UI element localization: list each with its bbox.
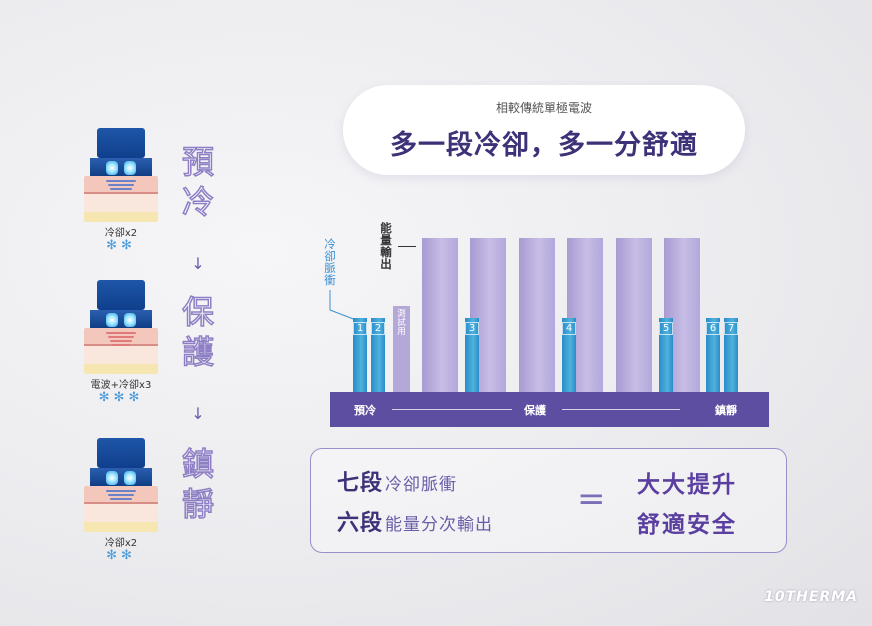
rf-device-tip <box>90 468 152 488</box>
header-pill: 相較傳統單極電波 多一段冷卻，多一分舒適 <box>343 85 745 175</box>
cooling-pulse-number: 4 <box>562 322 576 335</box>
step-label: 冷卻x2 <box>104 538 138 549</box>
phase-timeline-bar: 預冷 保護 鎮靜 <box>330 392 769 427</box>
snowflake-icon: ✻✻ <box>106 548 136 563</box>
timeline-rule <box>562 409 680 410</box>
cooling-pulse-bar: 6 <box>706 318 720 392</box>
step-label: 冷卻x2 <box>104 228 138 239</box>
step-precool-illustration: 冷卻x2 ✻✻ <box>84 128 158 258</box>
snowflake-icon: ✻✻ <box>106 238 136 253</box>
equals-sign: = <box>577 479 606 519</box>
energy-output-pointer <box>398 246 416 247</box>
energy-output-label: 能量輸出 <box>380 221 392 271</box>
cooling-pulse-label: 冷卻脈衝 <box>324 237 336 287</box>
energy-output-bar <box>422 238 458 392</box>
summary-box: 七段 冷卻脈衝 六段 能量分次輸出 = 大大提升 舒適安全 <box>310 448 787 553</box>
cooling-pulse-number: 1 <box>353 322 367 335</box>
energy-output-bar <box>519 238 555 392</box>
timeline-label-protect: 保護 <box>524 404 546 417</box>
cooling-pulse-number: 3 <box>465 322 479 335</box>
rf-device-head <box>97 280 145 310</box>
summary-line-1: 七段 冷卻脈衝 <box>337 471 458 496</box>
phase-protect-text: 保護 <box>181 292 215 372</box>
cooling-pulse-bar: 1 <box>353 318 367 392</box>
cooling-pulse-bar: 4 <box>562 318 576 392</box>
arrow-down-icon: ↓ <box>191 404 205 423</box>
brand-logo: 10THERMA <box>764 589 858 605</box>
summary-result-2: 舒適安全 <box>637 512 737 538</box>
cooling-pulse-bar: 5 <box>659 318 673 392</box>
cooling-pulse-bar: 7 <box>724 318 738 392</box>
step-soothe-illustration: 冷卻x2 ✻✻ <box>84 438 158 568</box>
arrow-down-icon: ↓ <box>191 254 205 273</box>
timeline-rule <box>392 409 512 410</box>
energy-output-bar <box>616 238 652 392</box>
summary-result-1: 大大提升 <box>637 472 737 498</box>
skin-layers <box>84 328 158 374</box>
step-protect-illustration: 電波+冷卻x3 ✻✻✻ <box>84 280 158 410</box>
cooling-pulse-bar: 3 <box>465 318 479 392</box>
header-subtitle: 相較傳統單極電波 <box>495 101 592 115</box>
test-bar: 測 試 用 <box>393 306 410 392</box>
cooling-wave-icon <box>106 490 136 508</box>
cooling-pulse-bar: 2 <box>371 318 385 392</box>
rf-device-head <box>97 128 145 158</box>
timeline-label-soothe: 鎮靜 <box>715 404 737 417</box>
step-label: 電波+冷卻x3 <box>90 380 152 391</box>
phase-precool-text: 預冷 <box>181 142 215 222</box>
cooling-pulse-number: 7 <box>724 322 738 335</box>
rf-device-head <box>97 438 145 468</box>
cooling-pulse-number: 2 <box>371 322 385 335</box>
cooling-pulse-number: 6 <box>706 322 720 335</box>
header-title: 多一段冷卻，多一分舒適 <box>390 130 698 161</box>
snowflake-icon: ✻✻✻ <box>98 390 144 405</box>
skin-layers <box>84 486 158 532</box>
rf-device-tip <box>90 310 152 330</box>
cooling-pulse-number: 5 <box>659 322 673 335</box>
cooling-pulse-pointer <box>329 290 357 321</box>
timeline-label-precool: 預冷 <box>354 404 376 417</box>
summary-line-2: 六段 能量分次輸出 <box>337 511 494 536</box>
rf-device-tip <box>90 158 152 178</box>
phase-soothe-text: 鎮靜 <box>181 444 215 524</box>
cooling-wave-icon <box>106 180 136 198</box>
test-bar-label: 測 試 用 <box>397 309 406 337</box>
skin-layers <box>84 176 158 222</box>
rf-heat-wave-icon <box>106 332 136 350</box>
